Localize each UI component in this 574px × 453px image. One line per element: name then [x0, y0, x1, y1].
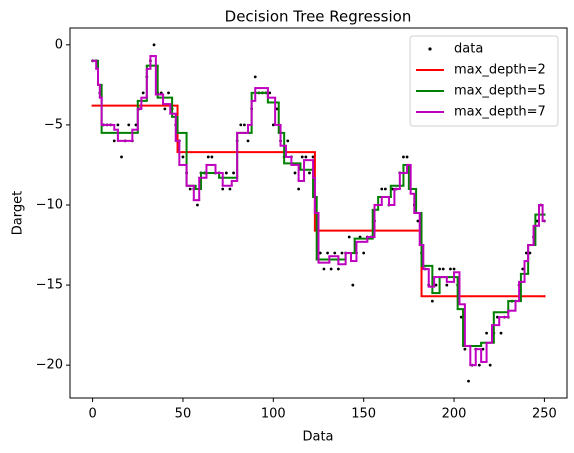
y-axis-label: Darget	[11, 191, 26, 235]
data-point	[521, 267, 525, 271]
x-tick-label: 200	[442, 407, 467, 422]
data-point	[286, 139, 290, 143]
data-point	[318, 251, 322, 255]
data-point	[224, 171, 228, 175]
data-point	[127, 123, 131, 127]
data-point	[163, 107, 167, 111]
data-point	[210, 155, 214, 159]
data-point	[380, 187, 384, 191]
data-point	[351, 283, 355, 287]
data-point	[243, 123, 246, 127]
data-point	[232, 171, 235, 175]
data-point	[141, 91, 145, 95]
data-point	[441, 267, 445, 271]
data-point	[499, 331, 503, 335]
data-point	[340, 251, 344, 255]
data-point	[293, 171, 297, 175]
data-point	[196, 203, 199, 207]
data-point	[181, 155, 185, 159]
legend-marker	[428, 47, 432, 51]
data-point	[383, 187, 387, 191]
x-tick-label: 50	[175, 407, 192, 422]
y-tick-label: −20	[36, 358, 63, 373]
data-point	[329, 267, 333, 271]
x-tick-label: 250	[532, 407, 557, 422]
data-point	[477, 363, 481, 367]
legend-label: data	[454, 42, 483, 57]
data-point	[535, 219, 539, 223]
x-tick-label: 0	[88, 407, 96, 422]
data-point	[528, 251, 532, 255]
data-point	[416, 219, 420, 223]
data-point	[336, 267, 340, 271]
data-point	[228, 187, 232, 191]
data-point	[452, 267, 456, 271]
data-point	[459, 315, 463, 319]
data-point	[524, 251, 528, 255]
x-tick-label: 150	[351, 407, 376, 422]
data-point	[308, 171, 311, 175]
data-point	[206, 155, 210, 159]
data-point	[445, 283, 449, 287]
data-point	[326, 251, 329, 255]
data-point	[246, 139, 250, 143]
data-point	[467, 379, 470, 383]
data-point	[297, 187, 301, 191]
data-point	[488, 363, 492, 367]
data-point	[333, 251, 337, 255]
legend-label: max_depth=5	[454, 84, 546, 99]
legend-label: max_depth=2	[454, 63, 546, 78]
data-point	[405, 155, 409, 159]
plot-frame	[69, 27, 568, 399]
data-point	[116, 123, 120, 127]
data-point	[391, 187, 394, 191]
data-point	[402, 155, 405, 159]
data-point	[275, 107, 279, 111]
chart-title: Decision Tree Regression	[225, 8, 412, 26]
data-point	[239, 123, 243, 127]
legend-label: max_depth=7	[454, 105, 546, 120]
data-point	[221, 187, 225, 191]
data-point	[481, 347, 485, 351]
data-point	[112, 139, 116, 143]
data-point	[188, 187, 192, 191]
x-tick-label: 100	[261, 407, 286, 422]
data-point	[438, 267, 441, 271]
data-point	[434, 283, 438, 287]
y-tick-label: −10	[36, 197, 63, 212]
data-point	[347, 235, 351, 239]
data-point	[152, 43, 156, 47]
data-point	[485, 331, 488, 335]
data-point	[322, 267, 326, 271]
data-point	[253, 75, 257, 79]
data-point	[449, 267, 452, 271]
data-point	[304, 155, 308, 159]
data-point	[268, 91, 272, 95]
legend-box	[409, 35, 559, 127]
data-point	[167, 91, 170, 95]
data-point	[120, 155, 123, 159]
data-point	[362, 251, 366, 255]
y-tick-label: −15	[36, 278, 63, 293]
data-point	[496, 315, 499, 319]
y-tick-label: −5	[44, 117, 63, 132]
data-point	[271, 123, 275, 127]
data-point	[463, 347, 467, 351]
data-point	[134, 123, 138, 127]
data-point	[300, 155, 304, 159]
x-axis-label: Data	[302, 430, 333, 445]
y-tick-label: 0	[55, 37, 63, 52]
data-point	[430, 299, 434, 303]
data-point	[311, 155, 315, 159]
